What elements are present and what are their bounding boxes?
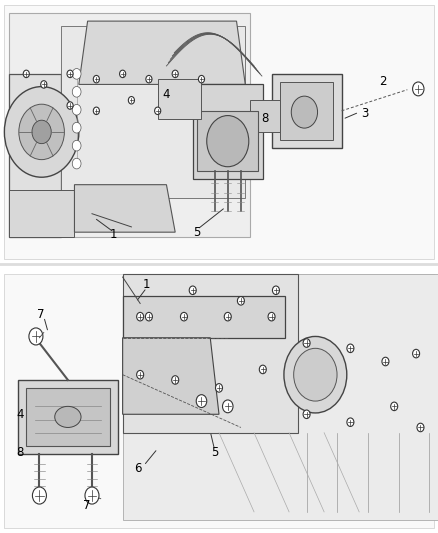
Text: 1: 1 bbox=[110, 228, 118, 241]
Circle shape bbox=[198, 76, 205, 83]
Circle shape bbox=[293, 349, 337, 401]
Circle shape bbox=[413, 82, 424, 96]
Text: 4: 4 bbox=[16, 408, 24, 421]
Text: 7: 7 bbox=[83, 499, 91, 512]
Circle shape bbox=[4, 86, 79, 177]
Circle shape bbox=[72, 104, 81, 115]
Circle shape bbox=[237, 296, 244, 305]
Circle shape bbox=[196, 394, 207, 407]
FancyBboxPatch shape bbox=[4, 5, 434, 259]
Polygon shape bbox=[61, 26, 245, 198]
Polygon shape bbox=[280, 82, 333, 140]
Circle shape bbox=[137, 312, 144, 321]
Polygon shape bbox=[193, 84, 263, 180]
Circle shape bbox=[67, 102, 73, 109]
Circle shape bbox=[72, 123, 81, 133]
Polygon shape bbox=[123, 274, 298, 433]
Circle shape bbox=[32, 120, 51, 144]
Polygon shape bbox=[9, 13, 250, 238]
Text: 6: 6 bbox=[134, 462, 142, 475]
Polygon shape bbox=[158, 79, 201, 119]
Circle shape bbox=[347, 344, 354, 353]
Circle shape bbox=[128, 96, 134, 104]
Polygon shape bbox=[197, 111, 258, 172]
Circle shape bbox=[189, 286, 196, 295]
Text: 4: 4 bbox=[162, 88, 170, 101]
Circle shape bbox=[120, 70, 126, 78]
Circle shape bbox=[215, 384, 223, 392]
Polygon shape bbox=[26, 388, 110, 446]
Circle shape bbox=[145, 312, 152, 321]
Circle shape bbox=[146, 76, 152, 83]
Circle shape bbox=[207, 116, 249, 167]
Text: 5: 5 bbox=[211, 446, 218, 459]
Circle shape bbox=[224, 312, 231, 321]
Circle shape bbox=[268, 312, 275, 321]
Circle shape bbox=[72, 86, 81, 97]
Circle shape bbox=[19, 104, 64, 160]
Text: 3: 3 bbox=[362, 107, 369, 120]
Circle shape bbox=[32, 487, 46, 504]
Circle shape bbox=[172, 376, 179, 384]
Circle shape bbox=[29, 328, 43, 345]
Circle shape bbox=[67, 70, 73, 78]
Polygon shape bbox=[123, 295, 285, 338]
Circle shape bbox=[272, 286, 279, 295]
Circle shape bbox=[93, 76, 99, 83]
Circle shape bbox=[259, 365, 266, 374]
Circle shape bbox=[155, 107, 161, 115]
Circle shape bbox=[303, 410, 310, 418]
Polygon shape bbox=[79, 21, 245, 84]
Text: 8: 8 bbox=[261, 112, 268, 125]
Circle shape bbox=[137, 370, 144, 379]
Polygon shape bbox=[272, 74, 342, 148]
Text: 2: 2 bbox=[379, 75, 387, 88]
Text: 8: 8 bbox=[17, 446, 24, 459]
Circle shape bbox=[413, 349, 420, 358]
Text: 5: 5 bbox=[194, 225, 201, 239]
Text: 7: 7 bbox=[36, 308, 44, 320]
Ellipse shape bbox=[55, 406, 81, 427]
Polygon shape bbox=[74, 185, 175, 232]
Circle shape bbox=[72, 69, 81, 79]
Circle shape bbox=[41, 80, 47, 88]
Circle shape bbox=[93, 107, 99, 115]
Polygon shape bbox=[18, 380, 118, 454]
Circle shape bbox=[303, 339, 310, 348]
Circle shape bbox=[180, 312, 187, 321]
Polygon shape bbox=[9, 190, 74, 238]
Circle shape bbox=[72, 158, 81, 169]
Circle shape bbox=[291, 96, 318, 128]
Circle shape bbox=[85, 487, 99, 504]
Polygon shape bbox=[9, 74, 61, 238]
Circle shape bbox=[284, 336, 347, 413]
Circle shape bbox=[347, 418, 354, 426]
Polygon shape bbox=[250, 100, 280, 132]
FancyBboxPatch shape bbox=[4, 274, 434, 528]
Text: 1: 1 bbox=[143, 279, 151, 292]
Circle shape bbox=[391, 402, 398, 410]
Polygon shape bbox=[123, 274, 438, 520]
Circle shape bbox=[417, 423, 424, 432]
Circle shape bbox=[72, 140, 81, 151]
Polygon shape bbox=[123, 338, 219, 414]
Circle shape bbox=[223, 400, 233, 413]
Circle shape bbox=[172, 70, 178, 78]
Circle shape bbox=[382, 357, 389, 366]
Circle shape bbox=[23, 70, 29, 78]
